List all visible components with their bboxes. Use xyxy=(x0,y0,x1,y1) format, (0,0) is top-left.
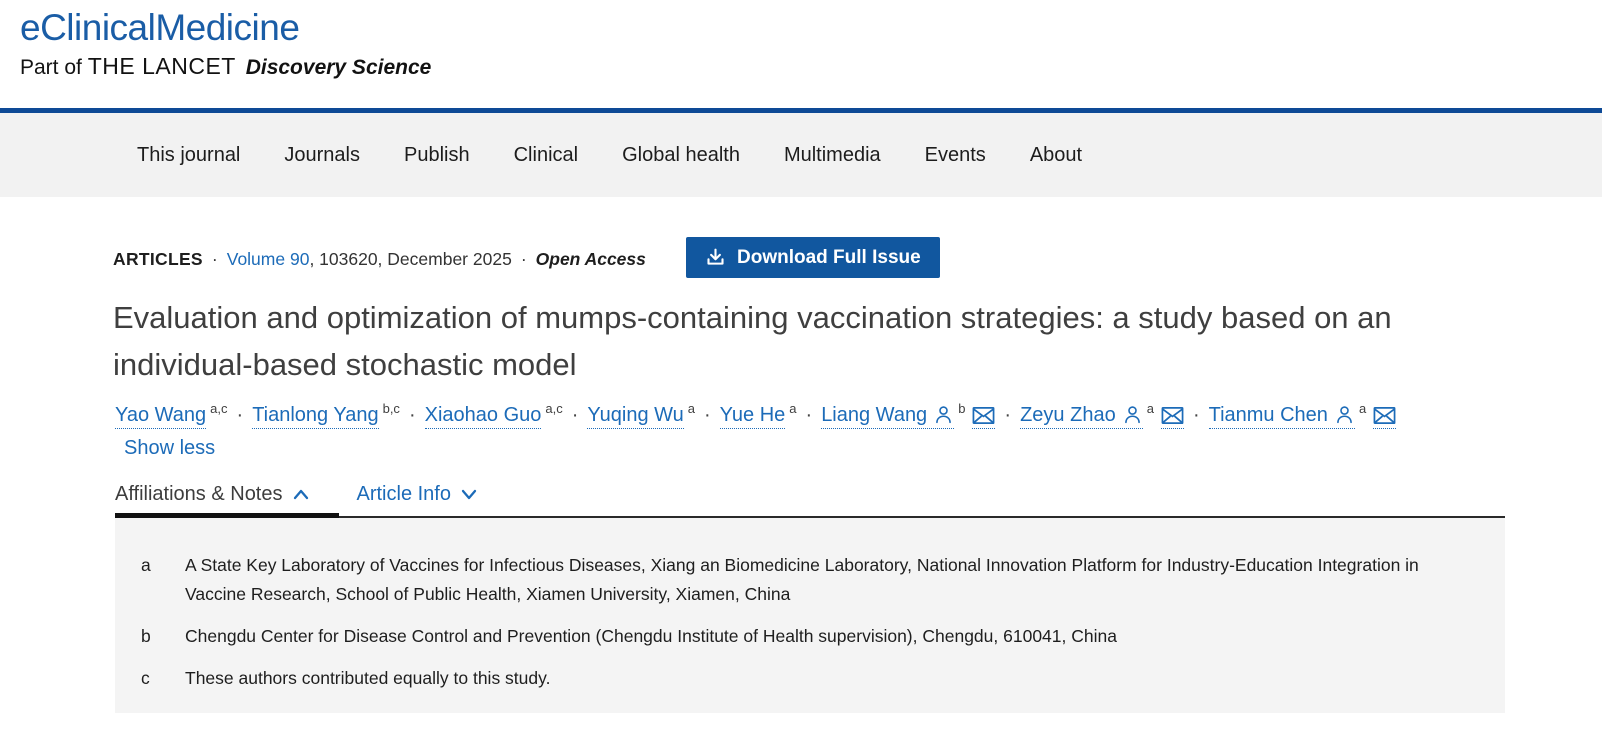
show-less-link[interactable]: Show less xyxy=(124,437,216,459)
envelope-icon xyxy=(972,406,995,430)
author-name: Yuqing Wu xyxy=(587,404,684,426)
author-separator: · xyxy=(1192,404,1200,426)
author-separator: · xyxy=(1004,404,1012,426)
download-icon xyxy=(705,247,726,268)
person-icon xyxy=(1334,406,1355,430)
author-name: Zeyu Zhao xyxy=(1020,404,1116,426)
author: Tianlong Yang b,c xyxy=(252,401,400,429)
tagline-prefix: Part of xyxy=(20,56,82,79)
envelope-icon xyxy=(1373,406,1396,430)
author: Liang Wang b xyxy=(821,401,996,430)
author-affiliation-superscript: a xyxy=(789,401,797,417)
author-name-link[interactable]: Xiaohao Guo xyxy=(424,404,542,429)
author-email-link[interactable] xyxy=(1373,404,1397,430)
author-separator: · xyxy=(805,404,813,426)
meta-separator: · xyxy=(211,249,218,269)
affiliation-row: a A State Key Laboratory of Vaccines for … xyxy=(141,551,1460,609)
author-affiliation-superscript: a xyxy=(1146,401,1154,417)
journal-logo[interactable]: eClinicalMedicine xyxy=(20,7,300,48)
active-tab-underline xyxy=(115,513,339,518)
affiliation-label: c xyxy=(141,668,150,688)
person-icon xyxy=(933,406,954,430)
nav-item-journals[interactable]: Journals xyxy=(284,143,360,166)
header-divider xyxy=(0,108,1602,113)
tagline-suffix: Discovery Science xyxy=(245,56,432,79)
tagline-brand: THE LANCET xyxy=(87,53,236,79)
issue-info: , 103620, December 2025 xyxy=(309,249,512,269)
author-affiliation-superscript: a,c xyxy=(545,401,563,417)
author-affiliation-superscript: b xyxy=(958,401,966,417)
volume-link[interactable]: Volume 90 xyxy=(226,249,310,269)
author: Xiaohao Guo a,c xyxy=(424,401,563,429)
author-name-link[interactable]: Tianmu Chen xyxy=(1208,404,1355,430)
author-affiliation-superscript: b,c xyxy=(382,401,400,417)
nav-item-clinical[interactable]: Clinical xyxy=(513,143,579,166)
author-email-link[interactable] xyxy=(1160,404,1184,430)
author-name: Liang Wang xyxy=(821,404,928,426)
author-name-link[interactable]: Yuqing Wu xyxy=(587,404,684,429)
author-name: Tianmu Chen xyxy=(1208,404,1328,426)
site-header: eClinicalMedicine Part of THE LANCET Dis… xyxy=(20,6,431,80)
affiliations-panel: a A State Key Laboratory of Vaccines for … xyxy=(115,518,1505,713)
author-affiliation-superscript: a xyxy=(687,401,695,417)
author: Yuqing Wu a xyxy=(587,401,695,429)
author-name: Tianlong Yang xyxy=(252,404,379,426)
author: Tianmu Chen a xyxy=(1208,401,1397,430)
author-name-link[interactable]: Yao Wang xyxy=(115,404,207,429)
author-email-link[interactable] xyxy=(972,404,996,430)
author: Zeyu Zhao a xyxy=(1020,401,1184,430)
author-separator: · xyxy=(236,404,244,426)
author-name-link[interactable]: Zeyu Zhao xyxy=(1020,404,1143,429)
author-affiliation-superscript: a xyxy=(1358,401,1367,417)
author-list: Yao Wang a,c · Tianlong Yang b,c · Xiaohao Guo… xyxy=(115,398,1515,436)
affiliation-text: These authors contributed equally to thi… xyxy=(185,668,551,688)
download-full-issue-button[interactable]: Download Full Issue xyxy=(686,237,940,278)
main-nav: This journal Journals Publish Clinical Globa… xyxy=(0,113,1602,197)
affiliation-text: Chengdu Center for Disease Control and P… xyxy=(185,626,1117,646)
author-separator: · xyxy=(571,404,579,426)
tab-label: Affiliations & Notes xyxy=(115,483,283,505)
tab-divider xyxy=(115,516,1505,518)
article-meta-row: ARTICLES · Volume 90 , 103620, December … xyxy=(113,249,646,270)
author-name-link[interactable]: Tianlong Yang xyxy=(252,404,379,429)
nav-item-global-health[interactable]: Global health xyxy=(622,143,740,166)
download-button-label: Download Full Issue xyxy=(737,246,921,268)
author-name-link[interactable]: Yue He xyxy=(719,404,786,429)
author: Yao Wang a,c xyxy=(115,401,228,429)
nav-item-multimedia[interactable]: Multimedia xyxy=(783,143,881,166)
author-name: Yao Wang xyxy=(115,404,207,426)
tab-affiliations-notes[interactable]: Affiliations & Notes xyxy=(115,483,311,506)
tab-bar: Affiliations & Notes Article Info xyxy=(115,483,479,506)
author-separator: · xyxy=(704,404,711,426)
author-affiliation-superscript: a,c xyxy=(210,401,228,417)
tab-label: Article Info xyxy=(356,483,451,505)
affiliation-row: b Chengdu Center for Disease Control and … xyxy=(141,622,1460,651)
tab-article-info[interactable]: Article Info xyxy=(357,483,479,506)
author-name-link[interactable]: Liang Wang xyxy=(821,404,955,430)
nav-item-events[interactable]: Events xyxy=(924,143,986,166)
affiliation-text: A State Key Laboratory of Vaccines for I… xyxy=(185,555,1419,604)
nav-item-this-journal[interactable]: This journal xyxy=(137,143,241,166)
envelope-icon xyxy=(1161,406,1184,430)
meta-separator: · xyxy=(520,249,527,269)
nav-item-about[interactable]: About xyxy=(1029,143,1083,166)
person-icon xyxy=(1122,406,1143,430)
affiliation-label: a xyxy=(141,555,151,575)
chevron-up-icon xyxy=(291,485,311,504)
author-separator: · xyxy=(408,404,416,426)
author: Yue He a xyxy=(719,401,797,429)
section-label: ARTICLES xyxy=(113,249,203,269)
author-name: Xiaohao Guo xyxy=(424,404,542,426)
author-name: Yue He xyxy=(719,404,786,426)
chevron-down-icon xyxy=(459,485,479,504)
open-access-badge: Open Access xyxy=(535,249,646,269)
article-title: Evaluation and optimization of mumps-con… xyxy=(113,300,1392,382)
nav-item-publish[interactable]: Publish xyxy=(404,143,470,166)
journal-tagline: Part of THE LANCET Discovery Science xyxy=(20,53,431,80)
affiliation-row: c These authors contributed equally to th… xyxy=(141,664,1460,693)
affiliation-label: b xyxy=(141,626,151,646)
